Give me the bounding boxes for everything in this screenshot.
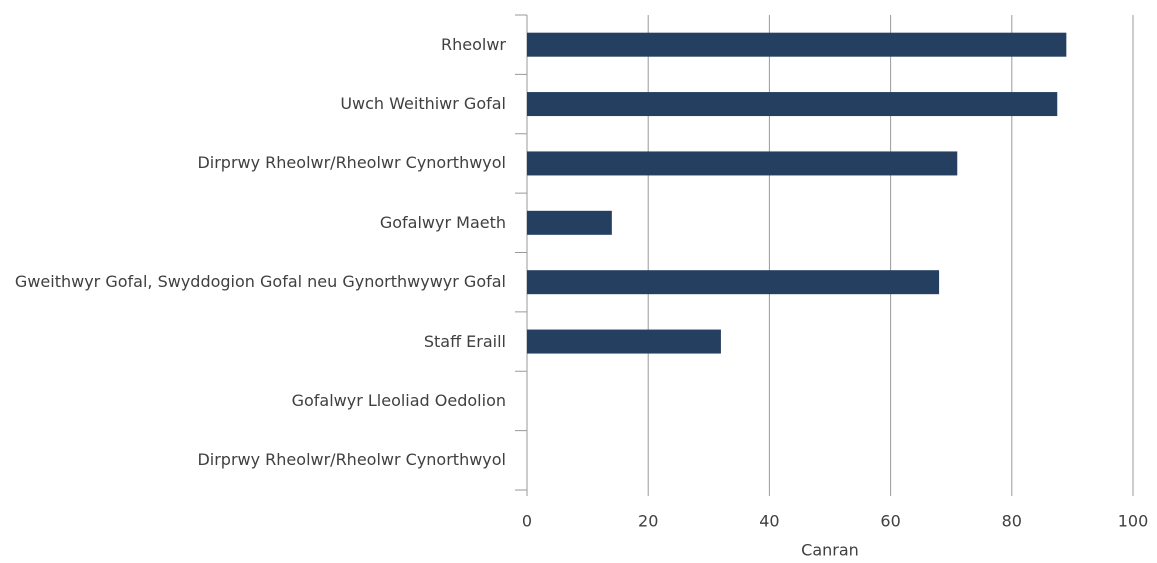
bar <box>527 210 612 235</box>
x-axis-label: Canran <box>801 541 859 560</box>
y-tick-label: Staff Eraill <box>423 331 506 351</box>
y-tick-label: Rheolwr <box>441 34 506 54</box>
y-tick-label: Gweithwyr Gofal, Swyddogion Gofal neu Gy… <box>14 272 506 292</box>
bar <box>527 92 1058 117</box>
y-tick-label: Gofalwyr Lleoliad Oedolion <box>291 390 506 410</box>
y-tick-label: Uwch Weithiwr Gofal <box>340 94 506 114</box>
bar <box>527 329 721 354</box>
x-tick-label: 60 <box>880 512 900 531</box>
x-tick-label: 100 <box>1118 512 1149 531</box>
bar <box>527 151 958 176</box>
bar <box>527 32 1067 57</box>
y-tick-label: Gofalwyr Maeth <box>379 212 506 232</box>
y-tick-label: Dirprwy Rheolwr/Rheolwr Cynorthwyol <box>197 153 506 173</box>
x-tick-label: 40 <box>759 512 779 531</box>
x-tick-label: 0 <box>522 512 532 531</box>
x-tick-label: 20 <box>638 512 658 531</box>
x-tick-label: 80 <box>1002 512 1022 531</box>
bar <box>527 270 940 295</box>
y-tick-label: Dirprwy Rheolwr/Rheolwr Cynorthwyol <box>197 450 506 470</box>
